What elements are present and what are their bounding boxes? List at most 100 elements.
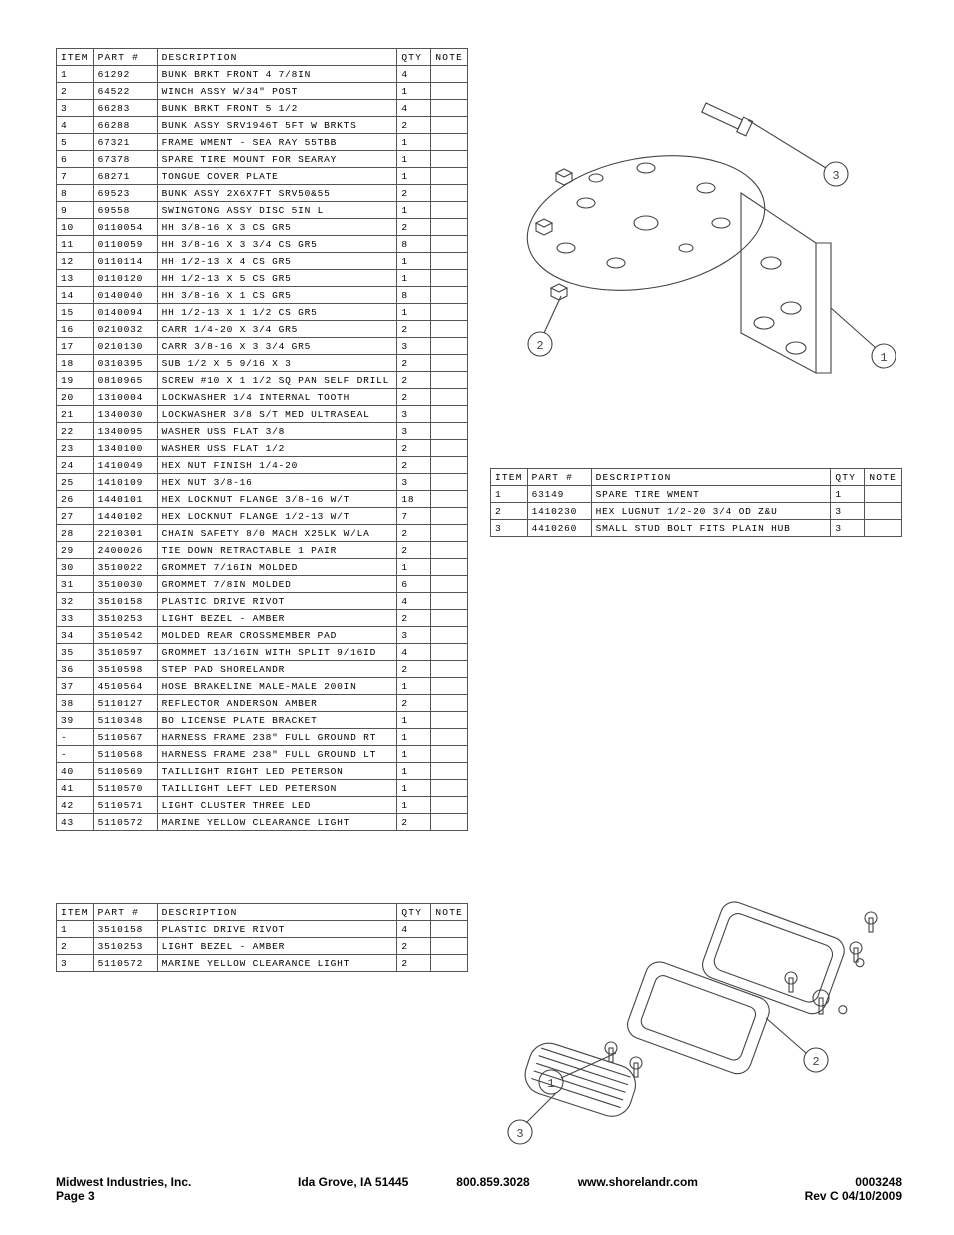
cell-qty: 1 — [397, 304, 431, 321]
cell-qty: 1 — [397, 168, 431, 185]
cell-note — [431, 236, 468, 253]
cell-part: 3510030 — [93, 576, 157, 593]
table-row: 160210032CARR 1/4-20 X 3/4 GR52 — [57, 321, 468, 338]
cell-desc: SPARE TIRE WMENT — [591, 486, 831, 503]
cell-note — [431, 134, 468, 151]
cell-desc: BUNK BRKT FRONT 4 7/8IN — [157, 66, 397, 83]
cell-part: 3510597 — [93, 644, 157, 661]
table-row: 385110127REFLECTOR ANDERSON AMBER2 — [57, 695, 468, 712]
cell-note — [431, 661, 468, 678]
table-row: 435110572MARINE YELLOW CLEARANCE LIGHT2 — [57, 814, 468, 831]
table-row: 768271TONGUE COVER PLATE1 — [57, 168, 468, 185]
cell-part: 1410109 — [93, 474, 157, 491]
col-note: NOTE — [431, 49, 468, 66]
cell-note — [431, 955, 468, 972]
cell-part: 0810965 — [93, 372, 157, 389]
cell-part: 69523 — [93, 185, 157, 202]
cell-note — [431, 457, 468, 474]
cell-desc: LOCKWASHER 1/4 INTERNAL TOOTH — [157, 389, 397, 406]
footer-rev: Rev C 04/10/2009 — [805, 1189, 902, 1203]
cell-item: 41 — [57, 780, 94, 797]
cell-item: 42 — [57, 797, 94, 814]
cell-item: 1 — [57, 921, 94, 938]
cell-note — [431, 66, 468, 83]
cell-part: 3510158 — [93, 921, 157, 938]
cell-note — [431, 185, 468, 202]
cell-item: 35 — [57, 644, 94, 661]
cell-desc: SWINGTONG ASSY DISC 5IN L — [157, 202, 397, 219]
cell-qty: 3 — [831, 503, 865, 520]
cell-note — [431, 338, 468, 355]
cell-qty: 3 — [397, 338, 431, 355]
cell-qty: 1 — [397, 202, 431, 219]
cell-qty: 2 — [397, 661, 431, 678]
cell-desc: WINCH ASSY W/34" POST — [157, 83, 397, 100]
cell-qty: 4 — [397, 593, 431, 610]
cell-item: 28 — [57, 525, 94, 542]
cell-item: 15 — [57, 304, 94, 321]
bottom-left-parts-table: ITEM PART # DESCRIPTION QTY NOTE 1351015… — [56, 903, 468, 972]
cell-part: 5110568 — [93, 746, 157, 763]
table-row: -5110568HARNESS FRAME 238" FULL GROUND L… — [57, 746, 468, 763]
cell-desc: TAILLIGHT LEFT LED PETERSON — [157, 780, 397, 797]
cell-item: 31 — [57, 576, 94, 593]
cell-item: 6 — [57, 151, 94, 168]
cell-desc: BUNK ASSY SRV1946T 5FT W BRKTS — [157, 117, 397, 134]
cell-qty: 1 — [831, 486, 865, 503]
cell-desc: HH 1/2-13 X 5 CS GR5 — [157, 270, 397, 287]
cell-part: 0110054 — [93, 219, 157, 236]
cell-part: 3510158 — [93, 593, 157, 610]
cell-desc: HH 1/2-13 X 4 CS GR5 — [157, 253, 397, 270]
cell-desc: HEX NUT 3/8-16 — [157, 474, 397, 491]
cell-item: 33 — [57, 610, 94, 627]
cell-item: 21 — [57, 406, 94, 423]
cell-qty: 1 — [397, 746, 431, 763]
cell-note — [431, 593, 468, 610]
cell-note — [431, 627, 468, 644]
col-note: NOTE — [865, 469, 902, 486]
cell-item: 32 — [57, 593, 94, 610]
cell-item: 1 — [491, 486, 528, 503]
cell-part: 1440101 — [93, 491, 157, 508]
col-item: ITEM — [57, 904, 94, 921]
cell-part: 2210301 — [93, 525, 157, 542]
cell-note — [431, 695, 468, 712]
table-row: 190810965SCREW #10 X 1 1/2 SQ PAN SELF D… — [57, 372, 468, 389]
cell-item: 1 — [57, 66, 94, 83]
cell-item: 12 — [57, 253, 94, 270]
cell-qty: 3 — [831, 520, 865, 537]
cell-part: 63149 — [527, 486, 591, 503]
table-row: 869523BUNK ASSY 2X6X7FT SRV50&552 — [57, 185, 468, 202]
cell-part: 67321 — [93, 134, 157, 151]
table-row: 130110120HH 1/2-13 X 5 CS GR51 — [57, 270, 468, 287]
cell-part: 0140040 — [93, 287, 157, 304]
cell-desc: GROMMET 13/16IN WITH SPLIT 9/16ID — [157, 644, 397, 661]
cell-note — [431, 763, 468, 780]
cell-qty: 2 — [397, 814, 431, 831]
table-row: 567321FRAME WMENT - SEA RAY 55TBB1 — [57, 134, 468, 151]
table-row: 161292BUNK BRKT FRONT 4 7/8IN4 — [57, 66, 468, 83]
col-qty: QTY — [831, 469, 865, 486]
cell-desc: HH 1/2-13 X 1 1/2 CS GR5 — [157, 304, 397, 321]
cell-item: 13 — [57, 270, 94, 287]
cell-note — [431, 253, 468, 270]
cell-qty: 1 — [397, 797, 431, 814]
cell-qty: 2 — [397, 542, 431, 559]
light-bezel-illustration: 1 2 3 — [490, 848, 902, 1148]
cell-note — [431, 712, 468, 729]
cell-desc: CARR 1/4-20 X 3/4 GR5 — [157, 321, 397, 338]
cell-desc: HH 3/8-16 X 3 3/4 CS GR5 — [157, 236, 397, 253]
page-footer: Midwest Industries, Inc. Page 3 Ida Grov… — [56, 1175, 902, 1203]
table-row: 211340030LOCKWASHER 3/8 S/T MED ULTRASEA… — [57, 406, 468, 423]
table-row: 333510253LIGHT BEZEL - AMBER2 — [57, 610, 468, 627]
cell-item: 16 — [57, 321, 94, 338]
cell-part: 1410230 — [527, 503, 591, 520]
cell-desc: MOLDED REAR CROSSMEMBER PAD — [157, 627, 397, 644]
table-row: 120110114HH 1/2-13 X 4 CS GR51 — [57, 253, 468, 270]
cell-item: - — [57, 746, 94, 763]
cell-note — [431, 117, 468, 134]
col-qty: QTY — [397, 49, 431, 66]
cell-note — [431, 100, 468, 117]
cell-part: 5110348 — [93, 712, 157, 729]
table-row: 35110572MARINE YELLOW CLEARANCE LIGHT2 — [57, 955, 468, 972]
